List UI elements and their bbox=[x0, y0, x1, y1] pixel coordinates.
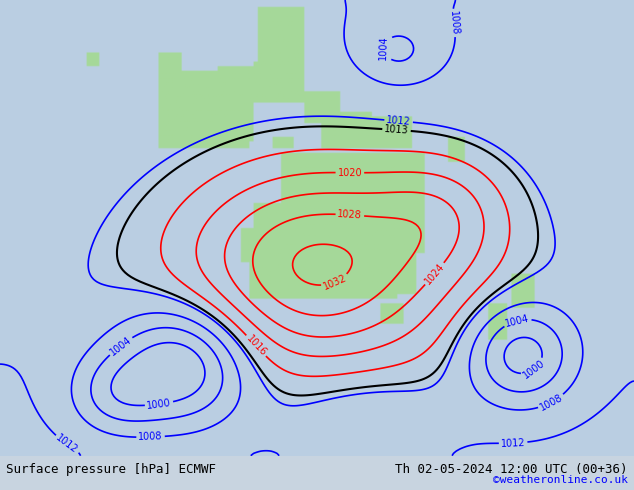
Text: Th 02-05-2024 12:00 UTC (00+36): Th 02-05-2024 12:00 UTC (00+36) bbox=[395, 463, 628, 476]
Text: 1008: 1008 bbox=[538, 392, 564, 413]
Text: 1012: 1012 bbox=[386, 115, 411, 127]
Text: 1032: 1032 bbox=[321, 272, 348, 292]
Text: 1024: 1024 bbox=[423, 261, 446, 286]
Text: 1016: 1016 bbox=[244, 333, 268, 358]
Text: 1000: 1000 bbox=[146, 397, 172, 411]
Text: 1008: 1008 bbox=[138, 432, 163, 442]
Text: 1008: 1008 bbox=[448, 10, 460, 35]
Text: 1012: 1012 bbox=[55, 433, 80, 456]
Text: 1020: 1020 bbox=[337, 168, 362, 178]
Text: ©weatheronline.co.uk: ©weatheronline.co.uk bbox=[493, 475, 628, 485]
Text: 1028: 1028 bbox=[337, 209, 363, 220]
Text: Surface pressure [hPa] ECMWF: Surface pressure [hPa] ECMWF bbox=[6, 463, 216, 476]
Text: 1000: 1000 bbox=[522, 358, 547, 381]
Text: 1004: 1004 bbox=[504, 313, 531, 328]
Text: 1004: 1004 bbox=[378, 36, 389, 61]
Text: 1004: 1004 bbox=[108, 334, 133, 357]
Text: 1012: 1012 bbox=[501, 438, 526, 448]
Text: 1013: 1013 bbox=[384, 124, 409, 136]
